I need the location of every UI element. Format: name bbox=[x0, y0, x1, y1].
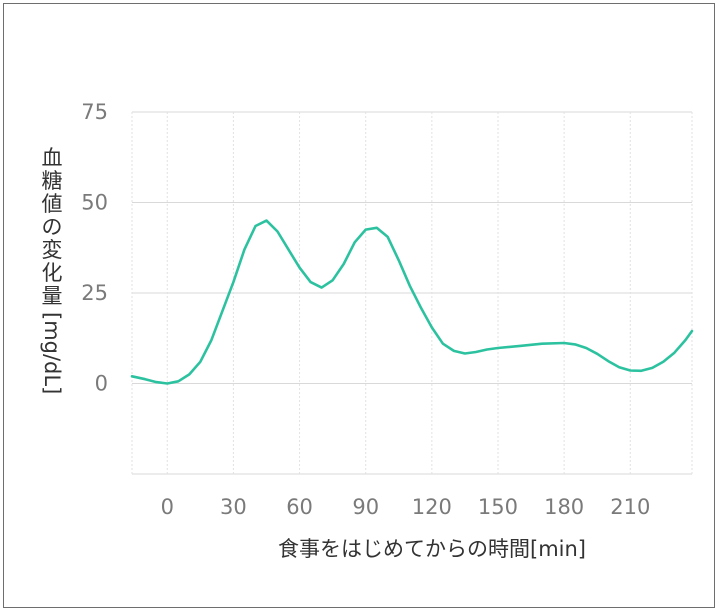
y-axis-title-char: 変 bbox=[42, 238, 63, 262]
y-axis-title-char: の bbox=[42, 215, 63, 239]
x-tick-label: 210 bbox=[610, 495, 650, 519]
y-axis-title-char: 量 bbox=[42, 284, 63, 308]
x-tick-label: 180 bbox=[544, 495, 584, 519]
x-axis-title: 食事をはじめてからの時間[min] bbox=[278, 537, 586, 561]
vertical-gridlines bbox=[131, 112, 693, 474]
y-axis-title-char: 糖 bbox=[42, 169, 63, 193]
x-tick-label: 150 bbox=[478, 495, 518, 519]
x-axis-ticks: 0 30 60 90 120 150 180 210 bbox=[161, 495, 651, 519]
x-tick-label: 30 bbox=[220, 495, 247, 519]
y-tick-label: 25 bbox=[81, 281, 108, 305]
x-tick-label: 120 bbox=[412, 495, 452, 519]
series-line bbox=[130, 219, 694, 385]
y-axis-title-unit: [mg/dL] bbox=[40, 312, 64, 394]
chart-frame bbox=[3, 3, 715, 608]
x-tick-label: 60 bbox=[286, 495, 313, 519]
y-tick-label: 75 bbox=[81, 100, 108, 124]
x-tick-label: 0 bbox=[161, 495, 174, 519]
y-tick-label: 0 bbox=[95, 372, 108, 396]
y-axis-ticks: 0 25 50 75 bbox=[81, 100, 108, 396]
y-tick-label: 50 bbox=[81, 191, 108, 215]
y-axis-title-char: 化 bbox=[42, 261, 63, 285]
y-axis-title-char: 血 bbox=[42, 146, 63, 170]
x-tick-label: 90 bbox=[352, 495, 379, 519]
y-axis-title-char: 値 bbox=[42, 192, 63, 216]
series-layer bbox=[130, 219, 694, 385]
horizontal-gridlines bbox=[132, 111, 692, 475]
